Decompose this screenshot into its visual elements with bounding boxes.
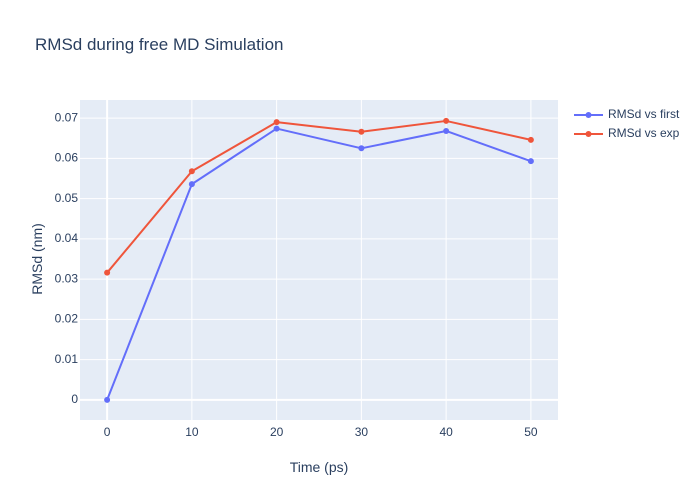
data-point xyxy=(188,168,195,175)
x-tick-label: 10 xyxy=(185,425,199,439)
series-group xyxy=(104,125,534,403)
data-point xyxy=(273,119,280,126)
y-tick-label: 0 xyxy=(71,392,78,406)
data-point xyxy=(443,117,450,124)
chart-title: RMSd during free MD Simulation xyxy=(35,35,283,54)
y-axis-title: RMSd (nm) xyxy=(29,223,45,295)
legend-item[interactable]: RMSd vs exp xyxy=(574,126,680,140)
plot-area xyxy=(80,100,558,420)
x-tick-label: 30 xyxy=(355,425,369,439)
y-tick-label: 0.01 xyxy=(55,352,79,366)
y-tick-label: 0.06 xyxy=(55,151,79,165)
data-point xyxy=(358,128,365,135)
legend[interactable]: RMSd vs first RMSd vs exp xyxy=(574,107,680,140)
y-tick-label: 0.04 xyxy=(55,231,79,245)
legend-item[interactable]: RMSd vs first xyxy=(574,107,680,121)
series-line xyxy=(106,119,532,274)
series-group xyxy=(104,117,534,276)
legend-marker xyxy=(585,131,592,137)
x-tick-labels: 0 10 20 30 40 50 xyxy=(104,425,538,439)
y-tick-label: 0.03 xyxy=(55,271,79,285)
grid-lines xyxy=(80,100,558,420)
legend-label: RMSd vs exp xyxy=(608,126,680,140)
data-point xyxy=(104,269,111,276)
data-point xyxy=(527,158,534,165)
data-point xyxy=(273,125,280,132)
x-tick-label: 0 xyxy=(104,425,111,439)
y-tick-label: 0.02 xyxy=(55,312,79,326)
series-line xyxy=(106,127,532,401)
legend-label: RMSd vs first xyxy=(608,107,680,121)
x-tick-label: 20 xyxy=(270,425,284,439)
legend-marker xyxy=(585,112,592,118)
y-tick-label: 0.07 xyxy=(55,110,79,124)
data-point xyxy=(527,136,534,143)
x-axis-title: Time (ps) xyxy=(290,459,349,475)
data-point xyxy=(443,127,450,134)
data-series xyxy=(104,117,534,403)
x-tick-label: 40 xyxy=(439,425,453,439)
x-tick-label: 50 xyxy=(524,425,538,439)
y-tick-labels: 0 0.01 0.02 0.03 0.04 0.05 0.06 0.07 xyxy=(55,110,79,406)
y-tick-label: 0.05 xyxy=(55,191,79,205)
data-point xyxy=(104,396,111,403)
data-point xyxy=(188,181,195,188)
data-point xyxy=(358,145,365,152)
